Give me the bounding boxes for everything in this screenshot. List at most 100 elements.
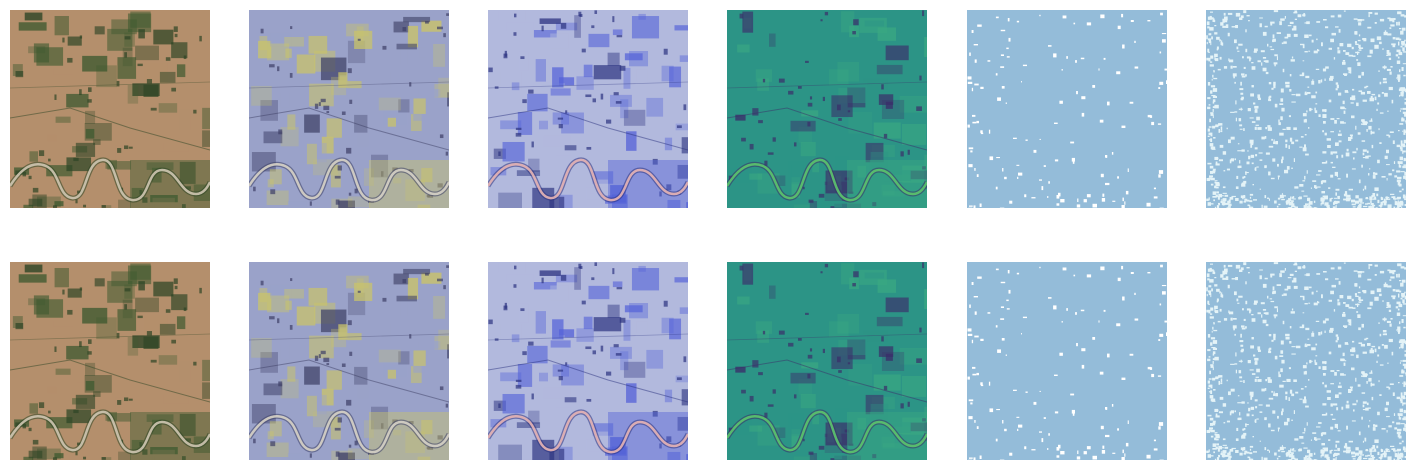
settlement-dot [309,201,312,206]
field-patch [418,89,441,97]
mask-speck [1405,397,1406,399]
mask-speck [1237,165,1240,169]
mask-speck [1218,129,1220,133]
mask-speck [1238,295,1243,298]
mask-speck [1245,281,1247,285]
mask-speck [1214,277,1217,279]
mask-speck [1359,47,1364,49]
mask-speck [1248,272,1250,274]
mask-speck [1396,21,1398,26]
field-patch [768,285,776,299]
mask-speck [1285,201,1288,205]
field-patch [742,11,754,33]
settlement-dot [437,183,443,188]
mask-speck [1228,203,1232,206]
mask-speck [1361,271,1365,273]
mask-speck [1324,109,1327,113]
mask-speck [1396,396,1401,400]
mask-speck [1161,33,1167,35]
settlement-dot [408,420,414,425]
field-patch [791,416,804,437]
mask-speck [1379,364,1384,366]
mask-speck [1289,389,1293,394]
mask-speck [1117,176,1119,179]
mask-speck [1016,20,1020,23]
mask-speck [1400,140,1403,145]
road [10,107,210,151]
mask-speck [1274,54,1278,57]
mask-speck [1092,337,1096,340]
mask-speck [1241,75,1246,78]
settlement-dot [73,157,79,162]
settlement-dot [558,376,563,381]
mask-speck [1299,326,1304,329]
field-patch [419,299,427,310]
mask-speck [1281,193,1283,195]
mask-speck [1207,26,1210,29]
mask-speck [1306,344,1311,346]
field-patch [790,120,816,132]
mask-speck [1222,198,1227,202]
mask-speck [1396,312,1401,316]
mask-speck [1232,325,1237,329]
settlement-dot [586,398,592,402]
mask-speck [1314,459,1317,460]
mask-speck [1254,361,1258,365]
mask-speck [1371,345,1376,348]
mask-speck [1306,205,1312,208]
mask-speck [1262,57,1267,59]
mask-speck [1025,139,1028,141]
settlement-dot [749,143,754,150]
mask-speck [1333,200,1338,204]
settlement-dot [269,64,275,68]
mask-speck [974,311,977,315]
mask-speck [1398,435,1402,439]
mask-speck [1346,400,1349,404]
mask-speck [1327,207,1330,208]
mask-speck [1352,88,1355,91]
mask-speck [1227,206,1231,208]
settlement-dot [199,287,202,294]
field-patch [528,158,540,172]
field-patch [410,366,422,384]
field-patch [901,124,927,145]
mask-speck [1280,116,1283,121]
mask-speck [1351,347,1356,352]
mask-speck [1361,323,1364,328]
mask-speck [1304,134,1307,136]
mask-speck [1237,150,1242,152]
mask-speck [1291,308,1294,311]
mask-speck [1066,56,1068,59]
mask-speck [1375,459,1378,460]
mask-speck [1400,45,1403,48]
settlement-dot [824,263,829,268]
field-patch [841,263,855,285]
mask-speck [1301,72,1305,77]
field-patch [910,422,927,432]
field-patch [413,113,425,121]
mask-speck [1337,50,1341,54]
mask-speck [1076,91,1078,95]
mask-speck [1231,447,1236,450]
mask-speck [1363,121,1368,124]
mask-speck [1281,445,1283,447]
mask-speck [1397,206,1400,208]
settlement-dot [805,312,809,315]
mask-speck [1271,339,1274,342]
mask-speck [1403,74,1406,77]
mask-speck [1213,329,1218,332]
mask-speck [1289,273,1294,276]
settlement-dot [916,358,922,363]
mask-speck [1302,296,1305,301]
settlement-dot [758,372,763,376]
field-patch [117,309,137,331]
field-patch [749,173,763,180]
river [249,158,449,202]
settlement-dot [124,52,127,58]
settlement-dot [318,102,321,106]
mask-speck [1323,271,1327,273]
vegetation-band [608,160,688,208]
field-patch [500,71,522,92]
mask-speck [1041,186,1044,191]
mask-speck [968,164,973,168]
